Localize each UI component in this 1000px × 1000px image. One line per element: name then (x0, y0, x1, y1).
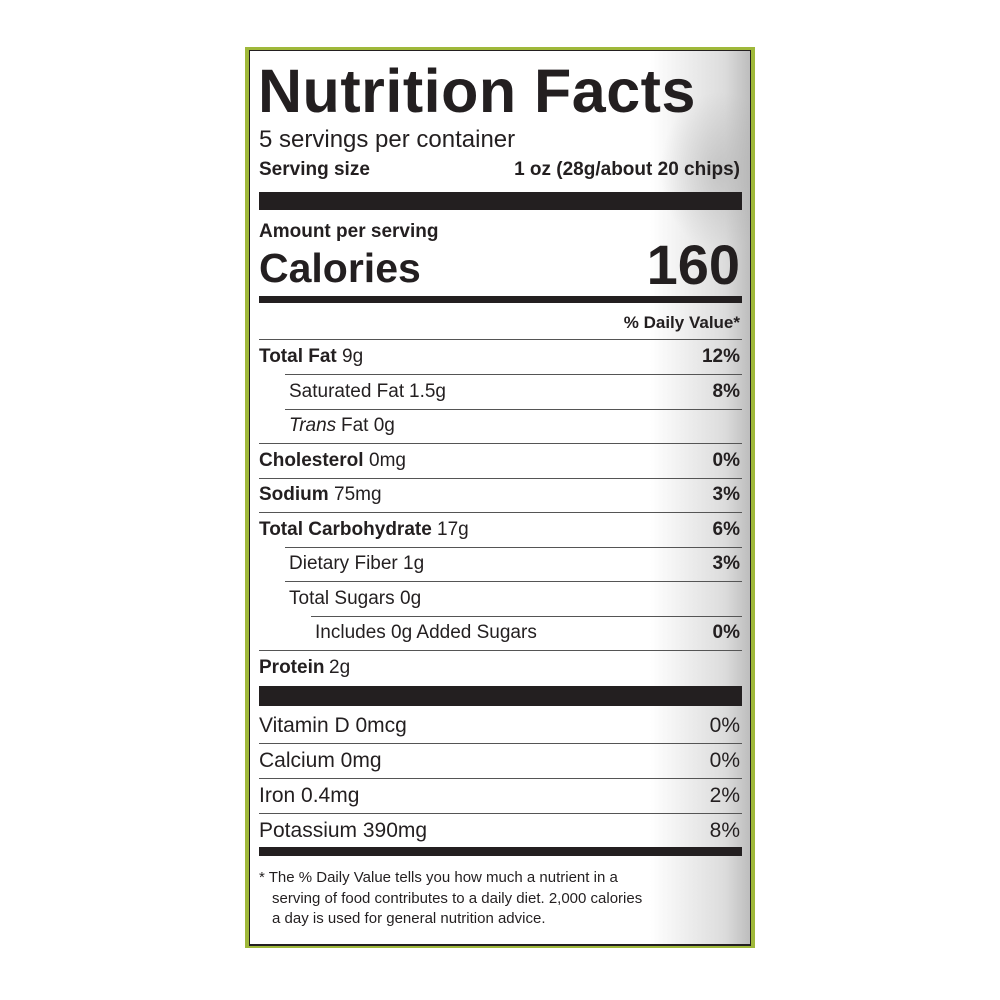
divider (259, 650, 742, 651)
vitamin-text: Iron 0.4mg (259, 784, 360, 807)
nutrient-name: Total Sugars (289, 587, 395, 609)
nutrient-amount: Fat 0g (341, 415, 395, 436)
nutrient-amount: 9g (342, 346, 364, 367)
vitamin-text: Vitamin D 0mcg (259, 714, 407, 737)
serving-size-label: Serving size (259, 159, 370, 180)
divider (285, 408, 742, 410)
nutrient-name: Total Carbohydrate (259, 518, 432, 540)
nutrient-name: Total Fat (259, 346, 337, 367)
nutrient-amount: 0mg (369, 449, 406, 471)
nutrient-amount: 0g (400, 587, 422, 609)
nutrient-name: Trans (289, 415, 337, 436)
nutrient-amount: 1.5g (409, 380, 446, 402)
vitamin-text: Calcium 0mg (259, 749, 382, 772)
nutrient-amount: 75mg (334, 484, 382, 505)
nutrient-daily-value: 6% (712, 518, 740, 540)
serving-size-value: 1 oz (28g/about 20 chips) (514, 159, 740, 180)
vitamin-daily-value: 8% (709, 819, 740, 842)
divider (285, 581, 742, 582)
divider-medium (259, 847, 742, 856)
divider (259, 813, 742, 814)
divider-thick (259, 192, 742, 210)
glare (660, 91, 750, 251)
footnote-line-2: serving of food contributes to a daily d… (272, 890, 643, 907)
divider (259, 443, 742, 444)
divider (259, 339, 742, 340)
nutrient-amount: 2g (329, 656, 351, 678)
nutrient-amount: 1g (403, 553, 425, 574)
nutrition-label: Nutrition Facts 5 servings per container… (245, 47, 755, 948)
nutrient-name: Sodium (259, 484, 329, 505)
amount-per-serving: Amount per serving (259, 221, 439, 242)
divider-thick (259, 686, 742, 706)
divider (259, 778, 742, 779)
nutrient-name: Saturated Fat (289, 380, 405, 402)
divider (259, 743, 742, 744)
nutrition-facts-panel: Nutrition Facts 5 servings per container… (249, 50, 751, 946)
calories-label: Calories (259, 245, 421, 291)
vitamin-daily-value: 2% (709, 784, 740, 807)
divider (259, 477, 742, 479)
footnote-line-1: * The % Daily Value tells you how much a… (259, 869, 618, 886)
nutrient-daily-value: 0% (712, 622, 740, 643)
vitamin-text: Potassium 390mg (259, 819, 428, 842)
nutrient-amount: 17g (437, 518, 469, 540)
nutrient-daily-value: 3% (712, 553, 740, 574)
vitamin-daily-value: 0% (709, 714, 740, 737)
vitamin-daily-value: 0% (709, 749, 740, 772)
nutrient-name: Cholesterol (259, 449, 364, 471)
divider-medium (259, 296, 742, 303)
nutrient-name: Dietary Fiber (289, 553, 398, 574)
footnote-line-3: a day is used for general nutrition advi… (272, 910, 546, 927)
title: Nutrition Facts (258, 57, 696, 125)
servings-per-container: 5 servings per container (259, 126, 516, 153)
nutrient-daily-value: 3% (712, 484, 740, 505)
calories-value: 160 (646, 233, 740, 296)
nutrient-daily-value: 12% (701, 346, 740, 367)
divider (259, 512, 742, 513)
nutrient-name: Protein (259, 656, 325, 678)
daily-value-header: % Daily Value* (623, 313, 740, 332)
nutrient-daily-value: 0% (712, 449, 740, 471)
divider (285, 546, 742, 548)
nutrient-daily-value: 8% (712, 380, 740, 402)
divider (311, 615, 742, 617)
divider (285, 374, 742, 375)
nutrient-name: Includes 0g Added Sugars (315, 622, 537, 643)
